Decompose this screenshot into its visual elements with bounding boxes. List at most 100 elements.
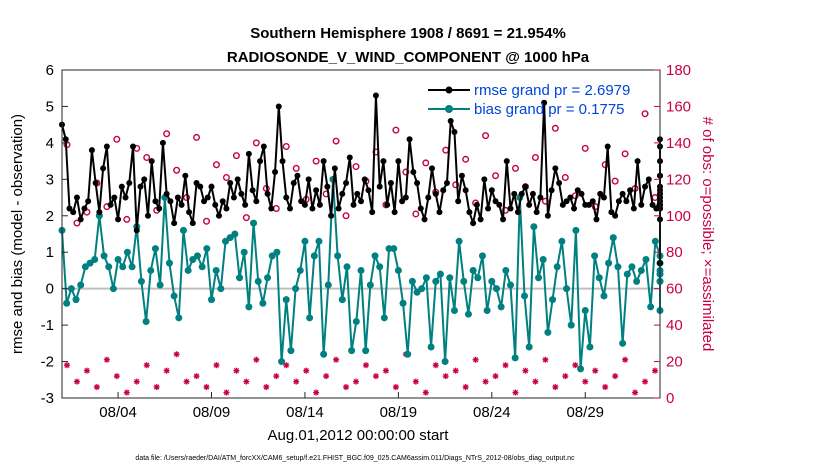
rmse-point: [294, 172, 301, 179]
rmse-point: [182, 172, 189, 179]
plot-frame: [61, 69, 661, 399]
obs-assimilated-marker: [133, 378, 140, 385]
obs-assimilated-marker: [592, 367, 599, 374]
obs-assimilated-stroke: [64, 362, 70, 368]
bias-point: [334, 252, 342, 260]
rmse-point: [174, 194, 181, 201]
obs-assimilated-marker: [343, 384, 350, 391]
bias-point: [404, 350, 412, 358]
obs-assimilated-stroke: [124, 389, 130, 396]
bias-point: [184, 266, 192, 274]
obs-assimilated-stroke: [592, 368, 598, 374]
rmse-point: [324, 183, 331, 190]
bias-point: [507, 281, 514, 289]
bias-point: [535, 274, 543, 282]
bias-point: [446, 274, 454, 282]
rmse-point: [432, 190, 439, 197]
obs-possible-marker: [412, 210, 420, 218]
obs-assimilated-stroke: [213, 362, 220, 368]
obs-possible-marker: [422, 159, 430, 167]
obs-assimilated-stroke: [492, 373, 499, 379]
obs-assimilated-stroke: [552, 384, 559, 390]
rmse-point: [242, 201, 249, 208]
rmse-point: [272, 169, 279, 176]
y2-tick-label: 160: [666, 98, 691, 115]
bias-point: [427, 343, 435, 351]
bias-point: [600, 292, 608, 300]
rmse-point: [541, 99, 548, 106]
obs-assimilated-marker: [612, 373, 619, 380]
rmse-point: [578, 190, 585, 197]
obs-possible-marker: [641, 110, 649, 118]
obs-possible-marker: [482, 132, 490, 140]
rmse-point: [328, 212, 335, 219]
obs-assimilated-marker: [532, 378, 539, 385]
obs-assimilated-marker: [273, 373, 280, 380]
y-axis: -3 -2 -1 0 1 2 3 4 5 6: [41, 62, 68, 407]
bias-point: [236, 274, 244, 282]
rmse-point: [100, 165, 107, 172]
bias-point: [376, 263, 384, 271]
bias-point: [324, 281, 332, 289]
obs-assimilated-marker: [522, 367, 529, 374]
bias-point: [408, 277, 416, 285]
rmse-point: [88, 147, 95, 154]
obs-assimilated-marker: [293, 378, 300, 385]
obs-assimilated-stroke: [522, 368, 529, 374]
obs-assimilated-marker: [452, 367, 459, 374]
rmse-point: [623, 198, 630, 205]
rmse-point: [548, 187, 555, 194]
bias-point: [310, 252, 318, 260]
y2-tick-label: 40: [666, 317, 683, 334]
obs-assimilated-stroke: [243, 378, 250, 385]
obs-assimilated-stroke: [462, 384, 469, 390]
obs-assimilated-stroke: [353, 378, 359, 385]
bias-point: [142, 317, 150, 325]
bias-point: [212, 266, 220, 274]
bias-point: [450, 307, 458, 315]
y2-tick-label: 140: [666, 135, 691, 152]
rmse-point: [234, 176, 241, 183]
x-tick-label: 08/24: [473, 404, 511, 421]
y-tick-label: 3: [46, 171, 54, 188]
bias-point: [469, 266, 477, 274]
bias-point: [436, 270, 444, 278]
rmse-point: [354, 190, 361, 197]
rmse-point: [156, 205, 163, 212]
y-tick-label: -1: [41, 317, 54, 334]
obs-possible-marker: [113, 135, 121, 143]
obs-assimilated-marker: [353, 378, 360, 385]
y-tick-label: 5: [46, 98, 54, 115]
obs-assimilated-stroke: [333, 357, 339, 363]
obs-assimilated-marker: [63, 362, 70, 369]
obs-assimilated-stroke: [562, 373, 568, 379]
obs-assimilated-marker: [412, 378, 419, 385]
bias-point: [539, 256, 547, 264]
obs-possible-marker: [193, 133, 201, 141]
rmse-point: [481, 176, 488, 183]
obs-assimilated-stroke: [413, 378, 419, 385]
rmse-point: [316, 201, 323, 208]
bias-point: [231, 230, 239, 238]
obs-possible-marker: [531, 153, 539, 161]
bias-point: [273, 248, 281, 256]
bias-point: [483, 307, 491, 315]
bias-point: [474, 274, 482, 282]
rmse-point: [144, 212, 151, 219]
rmse-point: [215, 212, 222, 219]
obs-possible-marker: [511, 164, 519, 172]
obs-possible-marker: [492, 172, 500, 180]
rmse-point: [204, 194, 211, 201]
bias-point: [296, 266, 304, 274]
bias-point: [647, 303, 655, 311]
obs-assimilated-marker: [333, 356, 340, 363]
obs-assimilated-marker: [572, 362, 579, 369]
obs-assimilated-stroke: [453, 368, 459, 374]
obs-assimilated-stroke: [343, 384, 349, 390]
rmse-point: [290, 179, 297, 186]
bias-point: [366, 281, 374, 289]
obs-possible-marker: [252, 139, 260, 147]
bias-point: [502, 266, 510, 274]
obs-assimilated-marker: [472, 356, 479, 363]
bias-point: [165, 259, 173, 267]
